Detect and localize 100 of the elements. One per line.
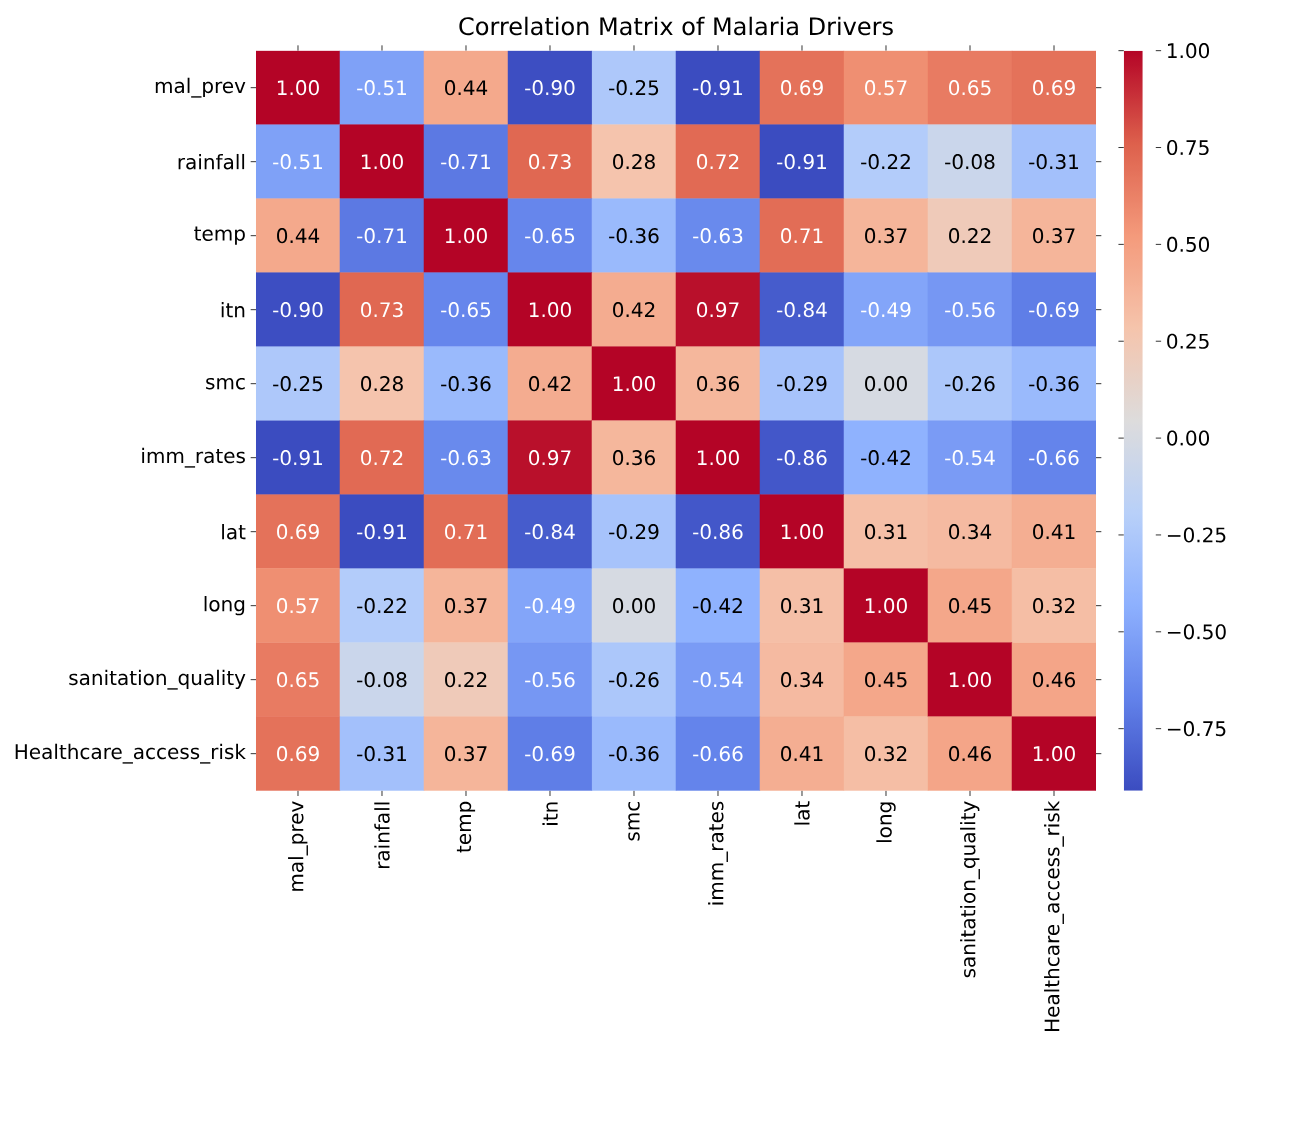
data-label: -0.65 (525, 228, 575, 244)
data-label: -0.51 (273, 154, 323, 170)
color-bar-label: 0.00 (1167, 430, 1210, 446)
data-label: -0.08 (945, 154, 995, 170)
data-label: -0.86 (693, 524, 743, 540)
x-tick-label: sanitation_quality (960, 801, 980, 978)
y-tick-label: long (204, 596, 245, 616)
data-label: -0.91 (693, 80, 743, 96)
data-label: 1.00 (529, 302, 571, 318)
data-label: -0.26 (945, 376, 995, 392)
data-label: 0.71 (781, 228, 823, 244)
data-label: 0.22 (949, 228, 991, 244)
data-label: -0.51 (357, 80, 407, 96)
data-label: -0.49 (525, 598, 575, 614)
data-label: 0.69 (1033, 80, 1075, 96)
data-label: -0.66 (693, 746, 743, 762)
y-tick-label: Healthcare_access_risk (15, 743, 246, 764)
x-tick-label: temp (456, 801, 476, 853)
data-label: 1.00 (949, 672, 991, 688)
chart-title: Correlation Matrix of Malaria Drivers (459, 16, 893, 36)
data-label: 0.45 (949, 598, 991, 614)
data-label: -0.90 (273, 302, 323, 318)
data-label: -0.29 (609, 524, 659, 540)
data-label: 0.31 (865, 524, 907, 540)
data-label: 1.00 (1033, 746, 1075, 762)
x-tick-label: long (876, 802, 896, 842)
data-label: -0.36 (441, 376, 491, 392)
data-label: -0.25 (273, 376, 323, 392)
data-label: -0.42 (693, 598, 742, 614)
color-bar-label: 0.50 (1167, 236, 1210, 252)
data-label: 0.69 (781, 80, 823, 96)
data-label: -0.26 (609, 672, 659, 688)
data-label: -0.29 (777, 376, 827, 392)
data-label: -0.90 (525, 80, 575, 96)
y-tick-label: temp (194, 226, 245, 245)
y-tick-label: rainfall (178, 153, 245, 170)
x-tick-label: smc (628, 801, 640, 841)
data-label: 1.00 (445, 228, 487, 244)
color-bar-label: −0.50 (1167, 624, 1226, 640)
data-label: -0.91 (273, 450, 323, 466)
data-label: 0.22 (445, 672, 487, 688)
data-label: -0.49 (861, 302, 911, 318)
data-label: 0.69 (277, 746, 319, 762)
data-label: -0.91 (777, 154, 827, 170)
data-label: -0.22 (861, 154, 910, 170)
x-tick-label: itn (542, 802, 558, 825)
data-label: 0.28 (613, 154, 655, 170)
y-tick-label: smc (206, 377, 245, 390)
data-label: -0.08 (357, 672, 407, 688)
data-label: 0.37 (865, 228, 907, 244)
data-label: -0.91 (357, 524, 407, 540)
data-label: -0.31 (1029, 154, 1079, 170)
data-label: 0.57 (277, 598, 319, 614)
data-label: 1.00 (361, 154, 403, 170)
data-label: 0.97 (529, 450, 571, 466)
data-label: -0.25 (609, 80, 659, 96)
y-tick-label: itn (221, 302, 245, 318)
data-label: 0.41 (781, 746, 823, 762)
data-label: 0.46 (1033, 672, 1075, 688)
data-label: 0.44 (277, 228, 320, 244)
data-label: -0.86 (777, 450, 827, 466)
data-label: 0.46 (949, 746, 991, 762)
color-bar-label: −0.25 (1167, 527, 1226, 543)
data-label: 0.69 (277, 524, 319, 540)
data-label: 0.97 (697, 302, 739, 318)
data-label: 0.57 (865, 80, 907, 96)
data-label: -0.63 (693, 228, 743, 244)
data-label: -0.42 (861, 450, 910, 466)
data-label: 1.00 (697, 450, 739, 466)
data-label: 0.36 (697, 376, 739, 392)
x-tick-label: rainfall (374, 802, 390, 869)
data-label: 0.32 (1033, 598, 1075, 614)
data-label: -0.56 (945, 302, 995, 318)
data-label: 0.73 (529, 154, 571, 170)
data-label: -0.36 (609, 228, 659, 244)
data-label: 0.37 (445, 746, 487, 762)
data-label: 0.45 (865, 672, 907, 688)
data-label: 0.42 (613, 302, 655, 318)
data-label: -0.65 (441, 302, 491, 318)
data-label: 0.44 (445, 80, 488, 96)
data-label: 0.37 (445, 598, 487, 614)
data-label: 0.28 (361, 376, 403, 392)
data-label: -0.54 (693, 672, 743, 688)
data-label: 0.71 (445, 524, 487, 540)
data-label: 1.00 (277, 80, 319, 96)
data-label: -0.71 (441, 154, 491, 170)
data-label: -0.56 (525, 672, 575, 688)
data-label: 0.42 (529, 376, 571, 392)
data-label: -0.36 (609, 746, 659, 762)
data-label: 0.73 (361, 302, 403, 318)
data-label: 1.00 (865, 598, 907, 614)
data-label: 0.36 (613, 450, 655, 466)
y-tick-label: mal_prev (155, 77, 246, 98)
data-label: 0.32 (865, 746, 907, 762)
data-label: 1.00 (781, 524, 823, 540)
data-label: 0.34 (949, 524, 992, 540)
data-label: -0.63 (441, 450, 491, 466)
data-label: 0.31 (781, 598, 823, 614)
color-bar-label: 1.00 (1168, 43, 1210, 59)
data-label: -0.84 (777, 302, 827, 318)
